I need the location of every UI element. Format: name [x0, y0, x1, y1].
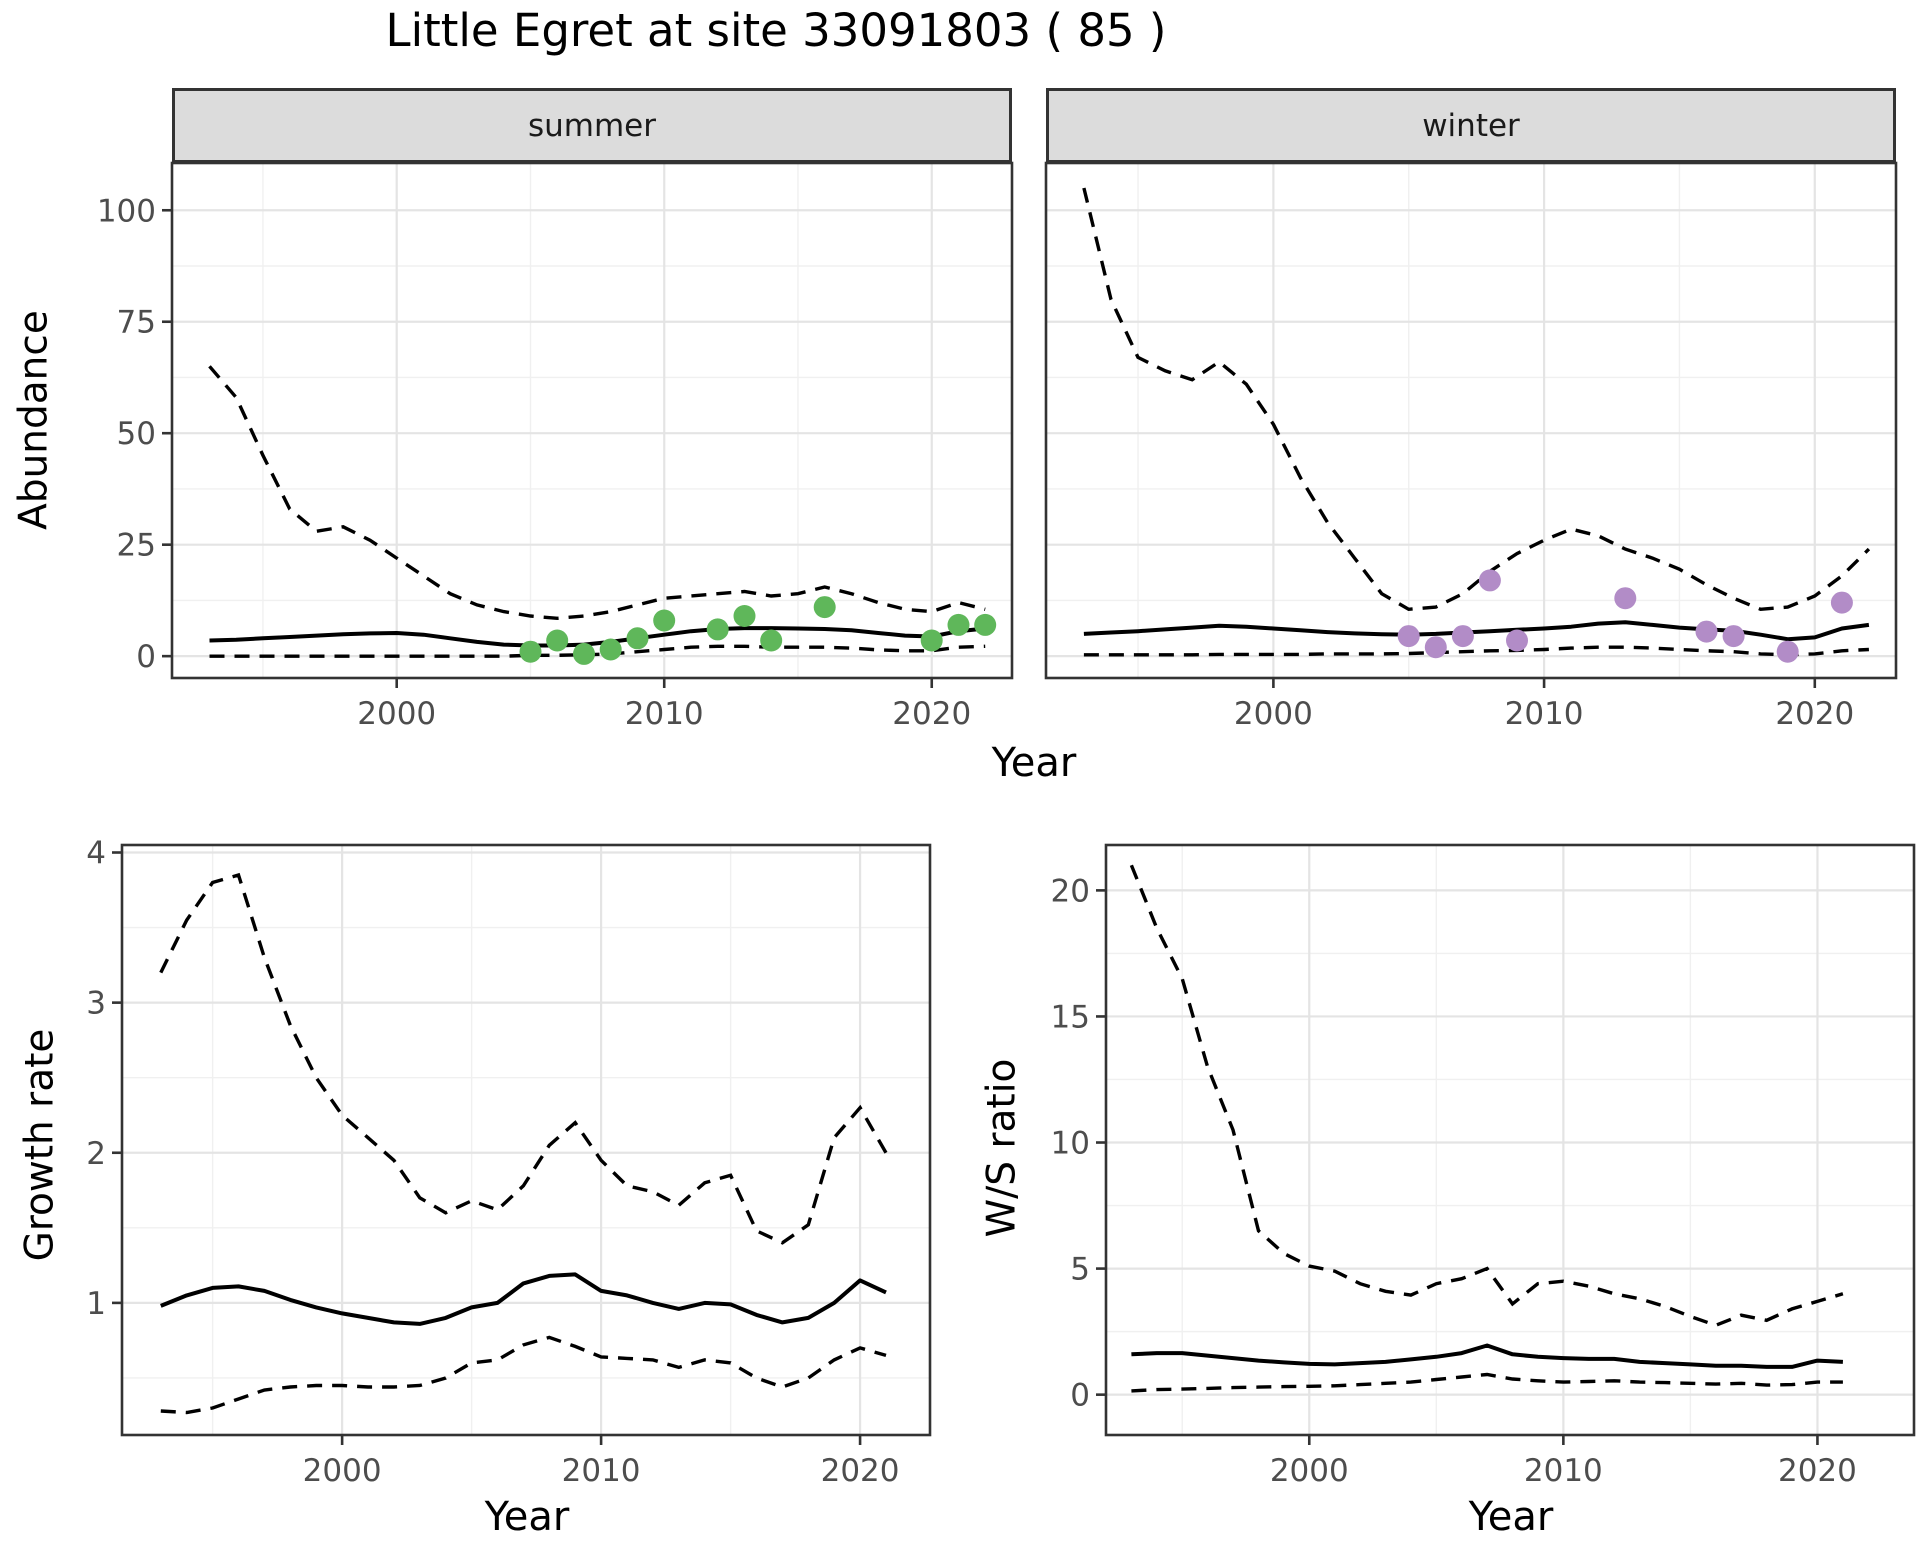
x-tick-label: 2020	[892, 696, 971, 732]
winter-panel: 2000 2010 2020	[1044, 161, 1898, 732]
x-tick-label: 2000	[357, 696, 436, 732]
ws-ratio-panel: 2000 2010 2020 0 5 10 15 20	[1051, 843, 1916, 1489]
ws-y-axis-title: W/S ratio	[979, 1058, 1025, 1238]
y-tick-label: 75	[117, 305, 156, 341]
facet-strip-winter-label: winter	[1422, 107, 1520, 144]
upper-ci-line	[1082, 187, 1871, 612]
y-tick-label: 20	[1051, 873, 1090, 909]
lower-ci-line	[1083, 645, 1869, 657]
growth-rate-chart-svg: 2000 2010 2020 1 2 3 4	[86, 836, 932, 1489]
observed-data-point	[760, 629, 783, 652]
upper-ci-line	[159, 872, 888, 1245]
x-tick-label: 2000	[303, 1453, 382, 1489]
upper-ci-line	[1129, 864, 1844, 1328]
observed-data-point	[1478, 569, 1501, 592]
x-tick-label: 2000	[1234, 696, 1313, 732]
x-tick-label: 2020	[1775, 696, 1854, 732]
observed-data-point	[546, 629, 569, 652]
lower-ci-line	[1131, 1372, 1843, 1393]
facet-strip-summer-label: summer	[527, 107, 656, 144]
panel-border	[170, 161, 1014, 680]
observed-data-point	[599, 638, 622, 661]
x-tick-label: 2020	[821, 1453, 900, 1489]
observed-data-point	[1424, 636, 1447, 659]
lower-ci-line	[209, 644, 986, 658]
abundance-chart-svg: 2000 2010 2020 0 25 50 75 100 2000 2010 2020	[97, 161, 1898, 732]
observed-data-point	[1722, 625, 1745, 648]
observed-data-point	[947, 613, 970, 636]
y-tick-label: 1	[86, 1286, 106, 1322]
observed-data-point	[1776, 640, 1799, 663]
plot-title: Little Egret at site 33091803 ( 85 )	[385, 4, 1167, 57]
mean-line	[1083, 620, 1870, 642]
observed-data-point	[573, 642, 595, 665]
y-tick-label: 50	[117, 416, 156, 452]
summer-panel: 2000 2010 2020 0 25 50 75 100	[97, 161, 1014, 732]
observed-data-point	[1830, 591, 1853, 614]
y-tick-label: 15	[1051, 999, 1090, 1035]
observed-data-point	[733, 605, 756, 627]
x-tick-label: 2010	[1524, 1453, 1603, 1489]
panel-border	[1104, 843, 1916, 1437]
observed-data-point	[1695, 620, 1718, 643]
y-tick-label: 2	[86, 1136, 106, 1172]
x-tick-label: 2010	[1505, 696, 1584, 732]
growth-rate-panel: 2000 2010 2020 1 2 3 4	[86, 836, 932, 1489]
abundance-y-axis-title: Abundance	[11, 310, 57, 530]
x-tick-label: 2010	[625, 696, 704, 732]
panel-border	[1044, 161, 1898, 680]
observed-data-point	[1451, 625, 1474, 648]
y-tick-label: 4	[86, 836, 106, 872]
observed-data-point	[519, 640, 542, 663]
x-tick-label: 2000	[1270, 1453, 1349, 1489]
observed-data-point	[626, 627, 649, 650]
observed-data-point	[706, 618, 729, 641]
y-tick-label: 10	[1051, 1126, 1090, 1162]
y-tick-label: 3	[86, 986, 106, 1022]
y-tick-label: 100	[97, 193, 156, 229]
mean-line	[209, 626, 986, 648]
x-tick-label: 2010	[562, 1453, 641, 1489]
lower-ci-line	[160, 1335, 887, 1415]
mean-line	[160, 1272, 887, 1326]
ws-x-axis-title: Year	[1468, 1494, 1554, 1540]
observed-data-point	[920, 629, 943, 652]
y-tick-label: 5	[1070, 1252, 1090, 1288]
panel-border	[120, 843, 932, 1437]
y-tick-label: 25	[117, 528, 156, 564]
growth-y-axis-title: Growth rate	[17, 1028, 63, 1262]
observed-data-point	[1614, 587, 1637, 610]
observed-data-point	[974, 613, 997, 636]
observed-data-point	[653, 609, 676, 632]
y-tick-label: 0	[136, 639, 156, 675]
observed-data-point	[1506, 629, 1528, 652]
observed-data-point	[1397, 625, 1420, 648]
upper-ci-line	[208, 365, 986, 621]
abundance-x-axis-title: Year	[991, 740, 1077, 786]
ws-ratio-chart-svg: 2000 2010 2020 0 5 10 15 20	[1051, 843, 1916, 1489]
observed-data-point	[813, 596, 836, 619]
y-tick-label: 0	[1070, 1378, 1090, 1414]
x-tick-label: 2020	[1778, 1453, 1857, 1489]
facet-strip-winter: winter	[1046, 88, 1896, 163]
growth-x-axis-title: Year	[484, 1494, 570, 1540]
mean-line	[1131, 1343, 1844, 1369]
facet-strip-summer: summer	[172, 88, 1012, 163]
